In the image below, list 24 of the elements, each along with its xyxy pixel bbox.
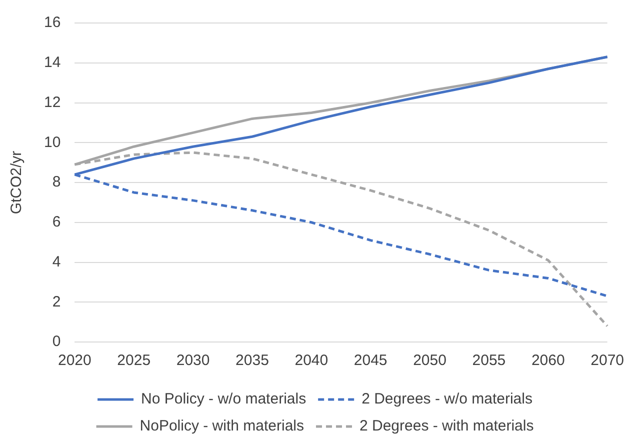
x-tick-label: 2030 [176,352,210,370]
x-tick-label: 2025 [117,352,151,370]
y-tick-label: 10 [44,134,61,151]
x-tick-label: 2050 [413,352,446,370]
x-tick-label: 2020 [58,352,92,370]
legend-label: 2 Degrees - with materials [359,418,534,435]
y-tick-label: 6 [52,214,61,231]
y-axis-title: GtCO2/yr [8,150,26,214]
x-tick-label: 2055 [472,352,506,370]
x-tick-label: 2045 [354,352,388,370]
y-tick-label: 12 [44,94,61,111]
y-tick-label: 14 [44,54,61,72]
y-tick-label: 16 [44,14,61,32]
legend-label: NoPolicy - with materials [140,418,304,435]
legend-label: No Policy - w/o materials [141,390,306,408]
y-tick-label: 8 [52,174,61,191]
x-tick-label: 2060 [531,352,565,370]
y-tick-label: 2 [52,293,61,310]
y-tick-label: 4 [52,253,61,270]
x-tick-label: 2070 [590,352,624,370]
x-tick-label: 2035 [236,352,269,370]
x-tick-label: 2040 [294,352,328,370]
y-tick-label: 0 [52,333,61,350]
legend-label: 2 Degrees - w/o materials [362,390,532,408]
